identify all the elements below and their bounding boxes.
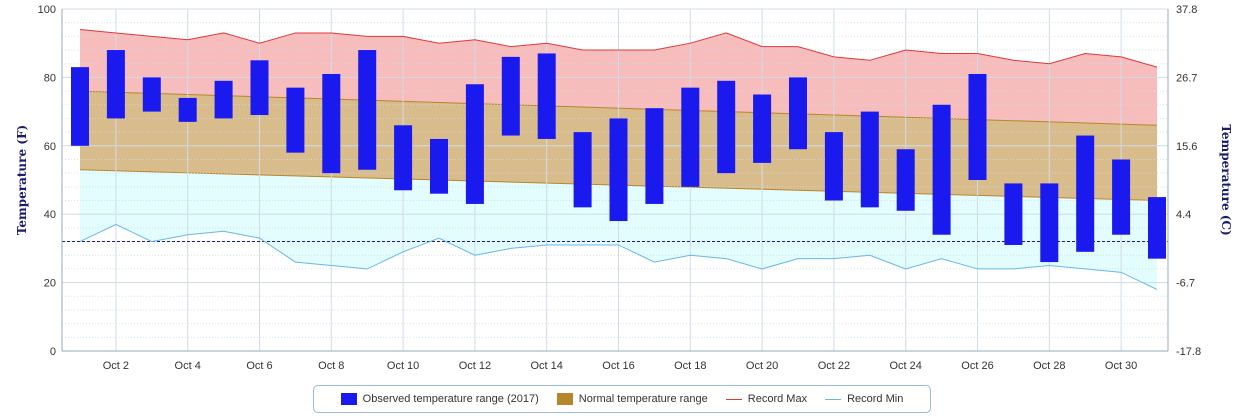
observed-bar[interactable]	[896, 149, 915, 211]
observed-bar[interactable]	[1004, 183, 1023, 245]
x-tick-label: Oct 18	[674, 360, 706, 372]
x-tick-label: Oct 14	[530, 360, 562, 372]
observed-bar[interactable]	[753, 94, 772, 163]
observed-bar[interactable]	[142, 77, 161, 112]
y-tick-label-left: 60	[44, 141, 56, 153]
observed-bar[interactable]	[214, 80, 233, 119]
observed-bar[interactable]	[286, 87, 305, 153]
x-tick-label: Oct 24	[889, 360, 921, 372]
y-tick-label-left: 20	[44, 278, 56, 290]
y-tick-label-right: -17.8	[1176, 346, 1201, 358]
observed-bar[interactable]	[717, 80, 736, 174]
legend-swatch-record-max	[725, 398, 742, 400]
legend-label-observed: Observed temperature range (2017)	[362, 393, 539, 405]
observed-bar[interactable]	[322, 73, 341, 174]
observed-bars	[71, 50, 1166, 263]
observed-bar[interactable]	[1076, 135, 1095, 252]
observed-bar[interactable]	[1112, 159, 1131, 235]
observed-bar[interactable]	[789, 77, 807, 150]
record-lines	[62, 29, 1168, 290]
y-tick-label-left: 40	[44, 209, 56, 221]
observed-bar[interactable]	[1040, 183, 1059, 263]
y-axis-title-right: Temperature (C)	[1219, 124, 1233, 235]
legend-item-observed[interactable]: Observed temperature range (2017)	[340, 393, 539, 405]
chart-legend: Observed temperature range (2017) Normal…	[313, 385, 931, 413]
y-tick-label-right: -6.7	[1176, 278, 1195, 290]
y-tick-label-right: 26.7	[1176, 72, 1197, 84]
observed-bar[interactable]	[358, 50, 377, 170]
observed-bar[interactable]	[681, 87, 700, 187]
x-tick-label: Oct 20	[746, 360, 778, 372]
x-tick-label: Oct 4	[175, 360, 201, 372]
observed-bar[interactable]	[1148, 197, 1166, 259]
observed-bar[interactable]	[106, 50, 125, 119]
observed-bar[interactable]	[968, 73, 987, 180]
observed-bar[interactable]	[573, 132, 592, 208]
legend-item-record-max[interactable]: Record Max	[725, 393, 808, 405]
x-tick-label: Oct 6	[246, 360, 272, 372]
observed-bar[interactable]	[824, 132, 843, 201]
y-tick-label-right: 37.8	[1176, 4, 1197, 16]
legend-item-normal[interactable]: Normal temperature range	[556, 393, 708, 405]
x-tick-label: Oct 8	[318, 360, 344, 372]
y-axis-title-left: Temperature (F)	[15, 125, 29, 235]
observed-bar[interactable]	[430, 138, 448, 194]
x-tick-label: Oct 12	[459, 360, 491, 372]
observed-bar[interactable]	[178, 97, 197, 122]
x-tick-label: Oct 28	[1033, 360, 1065, 372]
observed-bar[interactable]	[394, 125, 413, 191]
legend-label-normal: Normal temperature range	[578, 393, 708, 405]
observed-bar[interactable]	[250, 60, 269, 116]
x-tick-label: Oct 30	[1105, 360, 1137, 372]
observed-bar[interactable]	[609, 118, 628, 222]
observed-bar[interactable]	[71, 67, 89, 146]
observed-bar[interactable]	[860, 111, 879, 208]
observed-bar[interactable]	[932, 104, 951, 235]
observed-bar[interactable]	[465, 84, 484, 204]
legend-swatch-observed	[340, 393, 357, 405]
legend-swatch-normal	[556, 393, 573, 405]
record-max-line	[79, 29, 1158, 68]
observed-bar[interactable]	[501, 56, 520, 136]
x-tick-label: Oct 22	[818, 360, 850, 372]
y-tick-label-left: 80	[44, 72, 56, 84]
record-min-line	[79, 223, 1158, 290]
legend-swatch-record-min	[825, 398, 842, 400]
legend-label-record-min: Record Min	[847, 393, 904, 405]
y-tick-label-left: 100	[38, 4, 56, 16]
y-tick-label-left: 0	[50, 346, 56, 358]
x-tick-label: Oct 2	[103, 360, 129, 372]
legend-item-record-min[interactable]: Record Min	[825, 393, 903, 405]
observed-bar[interactable]	[537, 53, 556, 139]
legend-label-record-max: Record Max	[747, 393, 808, 405]
x-tick-label: Oct 16	[602, 360, 634, 372]
axes: 0 20 40 60 80 100 -17.8 -6.7 4.4 15.6 26.7 37.8 Oct …	[38, 4, 1201, 372]
y-tick-label-right: 4.4	[1176, 209, 1191, 221]
x-tick-label: Oct 10	[387, 360, 419, 372]
x-tick-label: Oct 26	[961, 360, 993, 372]
observed-bar[interactable]	[645, 108, 664, 204]
y-tick-label-right: 15.6	[1176, 141, 1197, 153]
